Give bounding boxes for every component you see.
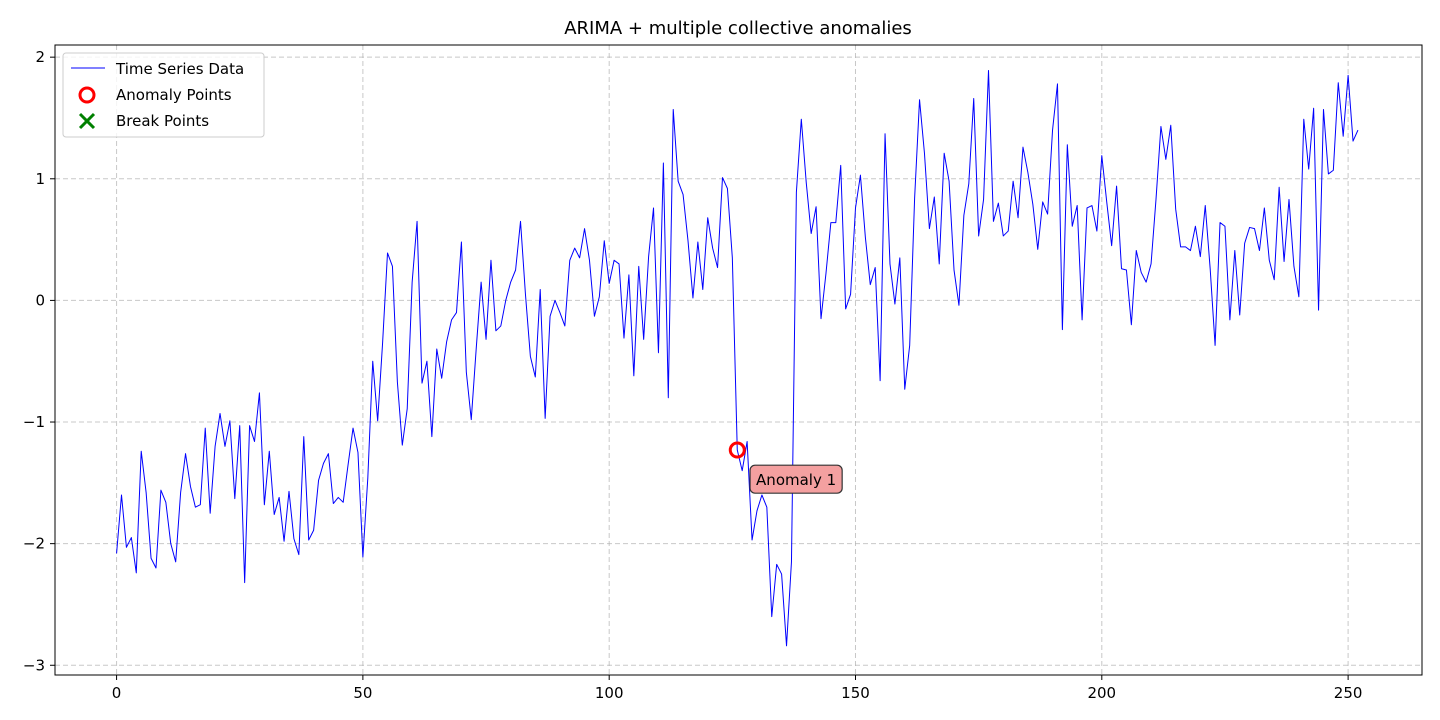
legend-circle-swatch (78, 86, 96, 104)
y-tick-label: 2 (35, 48, 45, 66)
x-tick-label: 250 (1334, 684, 1363, 702)
x-tick-label: 200 (1087, 684, 1116, 702)
anomaly-annotation: Anomaly 1 (749, 464, 843, 494)
legend-label-anomaly: Anomaly Points (116, 86, 232, 104)
x-tick-label: 50 (353, 684, 372, 702)
anomaly-points-layer (728, 441, 746, 459)
series-layer (116, 70, 1359, 647)
legend-label-series: Time Series Data (115, 60, 244, 78)
legend: Time Series Data Anomaly Points Break Po… (62, 52, 265, 138)
annotations-layer: Anomaly 1 (749, 464, 843, 494)
axis-ticks: 0 50 100 150 200 250 −3 −2 −1 0 1 2 (23, 48, 1363, 702)
x-tick-label: 0 (112, 684, 122, 702)
y-tick-label: 0 (35, 291, 45, 309)
annotation-label: Anomaly 1 (756, 471, 836, 489)
legend-x-swatch (78, 112, 96, 130)
y-tick-label: −3 (23, 656, 45, 674)
legend-label-breaks: Break Points (116, 112, 209, 130)
y-tick-label: 1 (35, 170, 45, 188)
legend-box (62, 52, 265, 138)
grid-lines (55, 45, 1422, 675)
x-tick-label: 100 (595, 684, 624, 702)
y-tick-label: −2 (23, 535, 45, 553)
series-line (116, 70, 1359, 647)
anomaly-point (728, 441, 746, 459)
plot-frame (54, 44, 1423, 676)
chart-title: ARIMA + multiple collective anomalies (564, 18, 912, 39)
annotation-box (749, 464, 843, 494)
x-tick-label: 150 (841, 684, 870, 702)
y-tick-label: −1 (23, 413, 45, 431)
